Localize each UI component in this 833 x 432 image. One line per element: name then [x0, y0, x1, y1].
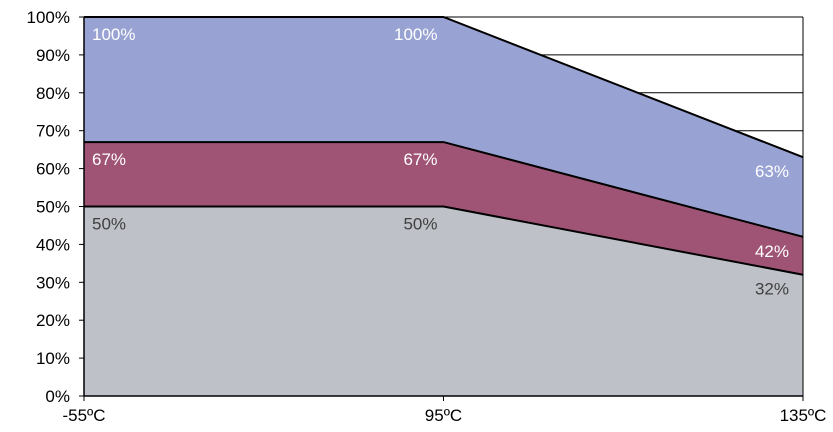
y-tick-label: 50% — [36, 198, 70, 217]
y-tick-label: 70% — [36, 122, 70, 141]
data-label: 63% — [755, 162, 789, 181]
x-tick-label: -55ºC — [62, 406, 105, 425]
y-tick-label: 20% — [36, 311, 70, 330]
area-series — [84, 16, 804, 396]
series-line-2 — [84, 16, 804, 159]
series-line-0 — [84, 205, 804, 276]
axes: 0% 10% 20% 30% 40% 50% 60% 70% 80% 90% 100% -55ºC 95… — [27, 8, 827, 425]
data-label: 50% — [92, 215, 126, 234]
y-tick-label: 40% — [36, 235, 70, 254]
data-label: 50% — [403, 215, 437, 234]
y-tick-label: 30% — [36, 273, 70, 292]
data-labels: 50% 50% 32% 67% 67% 42% 100% 100% 63% — [92, 25, 789, 299]
data-label: 42% — [755, 242, 789, 261]
y-tick-label: 0% — [45, 387, 70, 406]
data-label: 32% — [755, 280, 789, 299]
data-label: 67% — [403, 150, 437, 169]
data-label: 100% — [92, 25, 135, 44]
series-line-1 — [84, 141, 804, 238]
y-tick-label: 60% — [36, 160, 70, 179]
x-tick-label: 135ºC — [780, 406, 827, 425]
y-tick-label: 100% — [27, 8, 70, 27]
y-tick-label: 80% — [36, 84, 70, 103]
x-tick-label: 95ºC — [425, 406, 462, 425]
data-label: 100% — [394, 25, 437, 44]
data-label: 67% — [92, 150, 126, 169]
y-tick-label: 90% — [36, 46, 70, 65]
y-tick-label: 10% — [36, 349, 70, 368]
area-series-0 — [84, 206, 803, 396]
